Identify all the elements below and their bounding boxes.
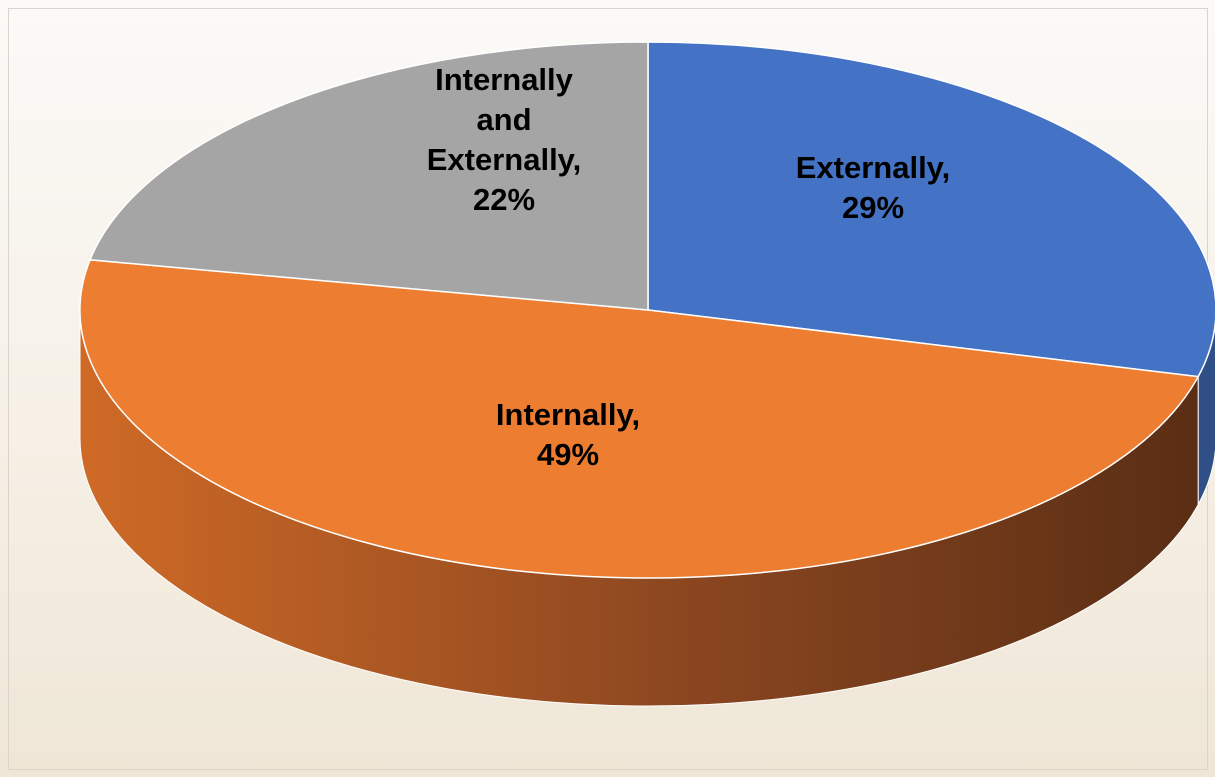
data-label-line: Externally, [427,142,582,177]
data-label-line: 29% [842,190,904,225]
data-label-externally: Externally, 29% [796,150,951,225]
data-label-line: 22% [473,182,535,217]
pie-slice-externally [647,41,1215,378]
data-label-line: Internally [435,62,574,97]
data-label-line: and [476,102,531,137]
pie-slices [79,41,1215,579]
data-label-internally: Internally, 49% [496,397,640,472]
pie-slice-internally [79,258,1200,579]
data-label-line: 49% [537,437,599,472]
pie-slice-internally-and-externally [88,41,649,311]
data-label-line: Internally, [496,397,640,432]
data-label-internally-and-externally: Internally and Externally, 22% [427,62,582,217]
data-labels: Externally, 29% Internally, 49% Internally an… [427,62,951,472]
data-label-line: Externally, [796,150,951,185]
